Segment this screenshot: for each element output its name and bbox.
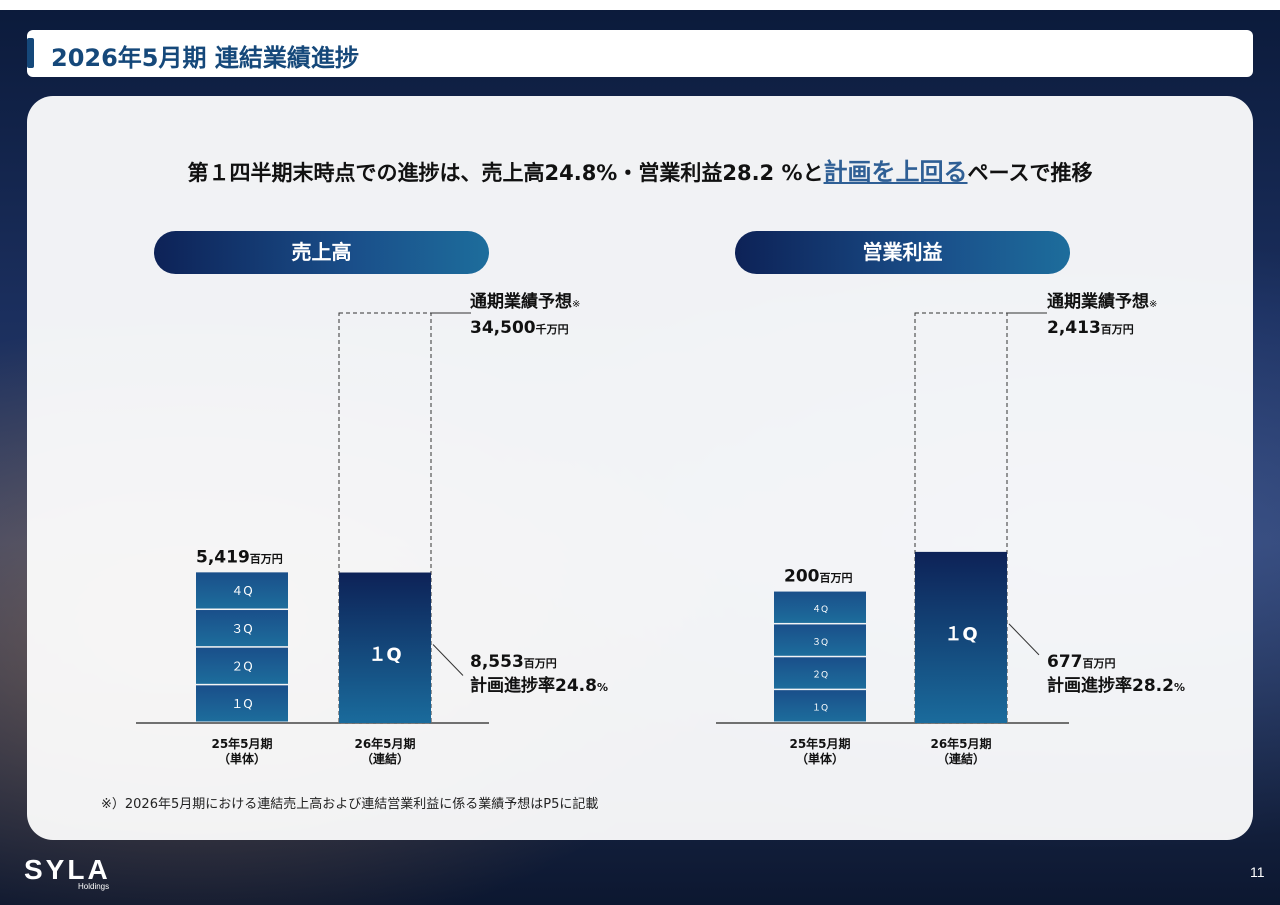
category-label-sales-1-1: （連結） [361,751,409,766]
page-number: 11 [1250,864,1265,880]
category-label-sales-1-0: 26年5月期 [354,736,415,751]
logo-subtitle: Holdings [78,882,110,891]
prev-segment-op-income-0 [774,591,866,623]
forecast-value-op-income: 2,413百万円 [1047,318,1134,338]
chart-title-operating-income: 営業利益 [735,231,1070,274]
footnote: ※）2026年5月期における連結売上高および連結営業利益に係る業績予想はP5に記… [101,797,599,812]
prev-segment-op-income-2 [774,657,866,689]
forecast-title-op-income: 通期業績予想※ [1047,291,1157,312]
prev-segment-label-sales-3: １Q [231,697,252,711]
prev-segment-label-sales-2: ２Q [231,660,252,674]
category-label-op-income-0-0: 25年5月期 [789,736,850,751]
prev-segment-label-sales-0: ４Q [231,584,252,598]
prev-segment-label-op-income-2: ２Q [812,671,828,681]
title-bar: 2026年5月期 連結業績進捗 [27,30,1253,77]
title-accent [27,38,34,68]
prev-value-label-op-income: 200百万円 [784,567,853,587]
category-label-op-income-0-1: （単体） [796,751,844,766]
forecast-value-sales: 34,500千万円 [470,318,569,338]
actual-bar-sales [339,572,431,723]
prev-segment-sales-1 [196,610,288,647]
chart-title-sales: 売上高 [154,231,489,274]
actual-value-sales: 8,553百万円 [470,652,557,672]
forecast-title-sales: 通期業績予想※ [470,291,580,312]
top-strip [0,0,1280,10]
headline-suffix: ペースで推移 [967,161,1093,185]
progress-rate-op-income: 計画進捗率28.2% [1047,675,1185,696]
category-label-sales-0-1: （単体） [218,751,266,766]
actual-leader-sales [432,644,464,676]
headline-highlight: 計画を上回る [823,158,968,186]
prev-segment-label-op-income-0: ４Q [812,605,828,615]
prev-segment-sales-3 [196,685,288,722]
actual-bar-op-income [915,551,1007,723]
prev-segment-label-op-income-1: ３Q [812,638,828,648]
category-label-sales-0-0: 25年5月期 [211,736,272,751]
prev-segment-op-income-3 [774,690,866,722]
headline-prefix: 第１四半期末時点での進捗は、売上高24.8%・営業利益28.2 %と [187,161,824,185]
actual-leader-op-income [1008,623,1040,656]
page-title: 2026年5月期 連結業績進捗 [51,44,359,72]
category-label-op-income-1-0: 26年5月期 [930,736,991,751]
category-label-op-income-1-1: （連結） [937,751,985,766]
prev-value-label-sales: 5,419百万円 [196,547,283,567]
prev-segment-sales-2 [196,647,288,684]
prev-segment-label-sales-1: ３Q [231,622,252,636]
prev-segment-sales-0 [196,572,288,609]
syla-logo: SYLA [24,854,111,885]
actual-value-op-income: 677百万円 [1047,652,1116,672]
prev-segment-op-income-1 [774,624,866,656]
progress-rate-sales: 計画進捗率24.8% [470,675,608,696]
actual-bar-label-op-income: １Q [944,624,977,645]
prev-segment-label-op-income-3: １Q [812,704,828,714]
headline: 第１四半期末時点での進捗は、売上高24.8%・営業利益28.2 %と計画を上回る… [0,152,1280,187]
actual-bar-label-sales: １Q [368,645,401,666]
